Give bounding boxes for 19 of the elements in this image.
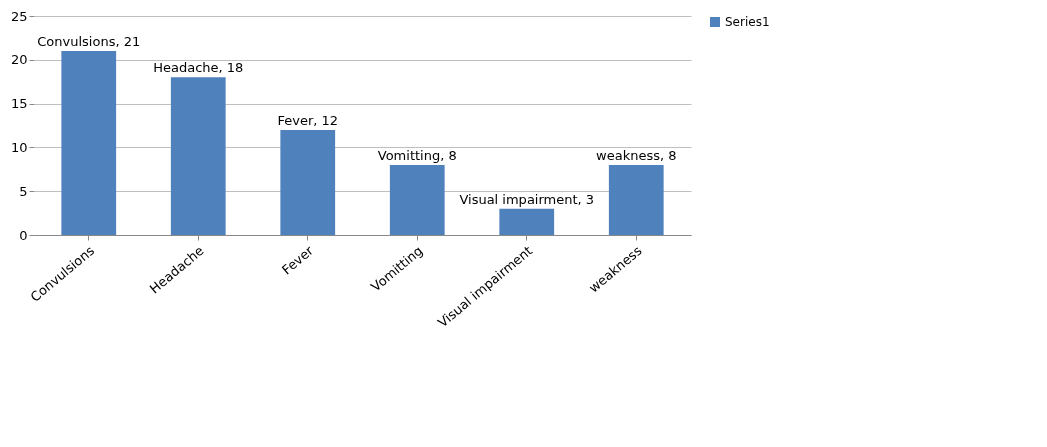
bar <box>389 164 445 235</box>
data-label: Headache, 18 <box>153 60 244 76</box>
y-tick-label: 25 <box>10 8 28 24</box>
data-label: Visual impairment, 3 <box>459 191 595 207</box>
bar <box>61 51 117 235</box>
y-tick-label: 0 <box>19 227 28 243</box>
y-tick-label: 5 <box>19 183 28 199</box>
y-tick-label: 15 <box>10 96 28 112</box>
bar <box>280 129 336 235</box>
data-label: Vomitting, 8 <box>377 147 457 163</box>
bar <box>608 164 664 235</box>
bar <box>499 208 555 235</box>
y-tick-label: 20 <box>10 52 28 68</box>
data-label: weakness, 8 <box>596 147 677 163</box>
legend-label: Series1 <box>725 15 770 29</box>
y-tick-label: 10 <box>10 139 28 155</box>
data-label: Convulsions, 21 <box>37 34 141 50</box>
data-label: Fever, 12 <box>277 112 339 128</box>
bar <box>170 77 226 235</box>
